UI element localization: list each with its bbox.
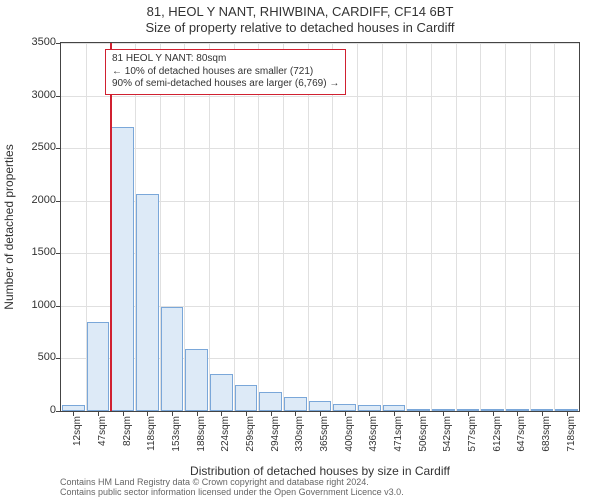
gridline-vertical: [406, 43, 407, 411]
gridline-vertical: [357, 43, 358, 411]
gridline-vertical: [308, 43, 309, 411]
ytick-mark: [56, 306, 61, 307]
gridline-vertical: [382, 43, 383, 411]
gridline-vertical: [530, 43, 531, 411]
plot-area: 81 HEOL Y NANT: 80sqm← 10% of detached h…: [60, 42, 580, 412]
chart-title-main: 81, HEOL Y NANT, RHIWBINA, CARDIFF, CF14…: [0, 4, 600, 19]
bar: [210, 374, 233, 411]
bar: [259, 392, 282, 411]
gridline-horizontal: [61, 148, 579, 149]
ytick-mark: [56, 253, 61, 254]
ytick-label: 2500: [16, 141, 56, 153]
gridline-vertical: [283, 43, 284, 411]
ytick-label: 3000: [16, 89, 56, 101]
annotation-box: 81 HEOL Y NANT: 80sqm← 10% of detached h…: [105, 49, 346, 95]
ytick-label: 1500: [16, 246, 56, 258]
ytick-label: 500: [16, 351, 56, 363]
chart-title-sub: Size of property relative to detached ho…: [0, 20, 600, 35]
ytick-label: 3500: [16, 36, 56, 48]
gridline-vertical: [480, 43, 481, 411]
gridline-horizontal: [61, 96, 579, 97]
gridline-horizontal: [61, 43, 579, 44]
gridline-vertical: [209, 43, 210, 411]
ytick-label: 2000: [16, 194, 56, 206]
bar: [235, 385, 258, 411]
bar: [136, 194, 159, 411]
bar: [185, 349, 208, 411]
ytick-label: 0: [16, 404, 56, 416]
ytick-mark: [56, 411, 61, 412]
gridline-vertical: [554, 43, 555, 411]
ytick-mark: [56, 148, 61, 149]
attribution-line2: Contains public sector information licen…: [60, 488, 590, 498]
xtick-label: 718sqm: [566, 416, 600, 452]
bar: [309, 401, 332, 412]
ytick-label: 1000: [16, 299, 56, 311]
bar: [87, 322, 110, 411]
attribution: Contains HM Land Registry data © Crown c…: [60, 478, 590, 498]
annotation-line3: 90% of semi-detached houses are larger (…: [112, 78, 339, 91]
gridline-vertical: [456, 43, 457, 411]
ytick-mark: [56, 358, 61, 359]
ytick-mark: [56, 43, 61, 44]
x-axis-label: Distribution of detached houses by size …: [60, 464, 580, 478]
annotation-line2: ← 10% of detached houses are smaller (72…: [112, 66, 339, 79]
bar: [284, 397, 307, 411]
bar: [111, 127, 134, 411]
gridline-vertical: [234, 43, 235, 411]
bar: [161, 307, 184, 411]
ytick-mark: [56, 96, 61, 97]
gridline-vertical: [431, 43, 432, 411]
gridline-vertical: [332, 43, 333, 411]
annotation-line1: 81 HEOL Y NANT: 80sqm: [112, 53, 339, 66]
gridline-vertical: [258, 43, 259, 411]
bar: [333, 404, 356, 411]
gridline-vertical: [505, 43, 506, 411]
reference-line: [110, 43, 112, 411]
ytick-mark: [56, 201, 61, 202]
